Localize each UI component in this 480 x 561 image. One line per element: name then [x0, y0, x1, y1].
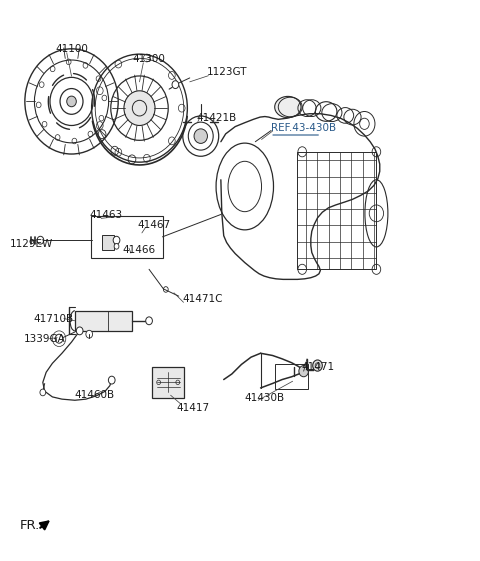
Text: 1339GA: 1339GA — [24, 334, 65, 344]
Text: 41460B: 41460B — [75, 390, 115, 399]
Ellipse shape — [194, 129, 207, 144]
Text: 41471: 41471 — [301, 362, 335, 373]
Text: 1123GT: 1123GT — [206, 67, 247, 77]
Text: 41430B: 41430B — [245, 393, 285, 403]
Text: 41417: 41417 — [177, 403, 210, 413]
Circle shape — [108, 376, 115, 384]
Circle shape — [114, 243, 119, 249]
Text: 41466: 41466 — [123, 245, 156, 255]
Circle shape — [76, 327, 83, 335]
Circle shape — [113, 236, 120, 244]
Circle shape — [313, 360, 323, 371]
Circle shape — [172, 81, 179, 89]
Text: 41463: 41463 — [89, 210, 122, 220]
Circle shape — [146, 317, 153, 325]
Polygon shape — [102, 234, 114, 250]
Text: REF.43-430B: REF.43-430B — [271, 123, 336, 133]
Circle shape — [40, 389, 46, 396]
Text: 41421B: 41421B — [196, 113, 236, 123]
Ellipse shape — [275, 96, 301, 118]
Ellipse shape — [67, 96, 76, 107]
Text: FR.: FR. — [20, 519, 40, 532]
Circle shape — [37, 236, 44, 244]
Text: 41710B: 41710B — [33, 314, 73, 324]
Circle shape — [86, 330, 93, 338]
Text: 1129EW: 1129EW — [10, 238, 53, 249]
Text: 41467: 41467 — [137, 219, 170, 229]
Ellipse shape — [124, 91, 155, 126]
Bar — [298, 152, 376, 269]
Circle shape — [55, 334, 63, 343]
Circle shape — [299, 366, 309, 377]
Text: 41300: 41300 — [132, 54, 165, 65]
Text: 41100: 41100 — [56, 44, 89, 54]
Bar — [75, 311, 132, 331]
FancyBboxPatch shape — [152, 367, 184, 398]
Text: 41471C: 41471C — [182, 294, 223, 304]
